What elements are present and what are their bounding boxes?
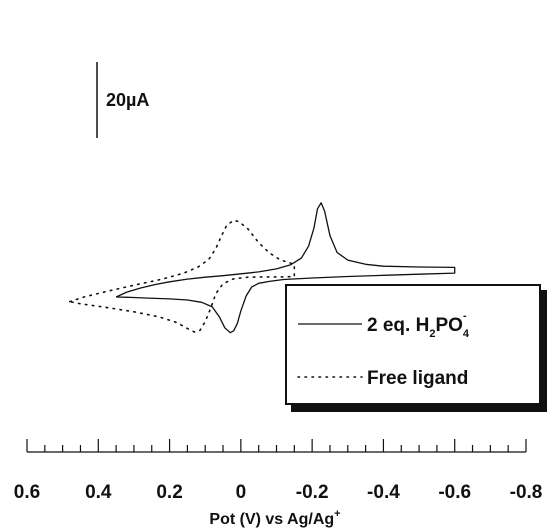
legend: 2 eq. H2PO4 - Free ligand — [285, 284, 547, 412]
x-axis-title-superscript: + — [334, 508, 340, 520]
legend-label-subscript-4: 4 — [463, 328, 470, 340]
legend-label-series-1: 2 eq. H2PO4 - — [367, 310, 470, 340]
x-axis-title: Pot (V) vs Ag/Ag+ — [209, 508, 340, 528]
legend-label-superscript-minus: - — [463, 310, 467, 322]
x-tick-label: -0.2 — [296, 482, 329, 503]
legend-label-series-2: Free ligand — [367, 368, 468, 389]
x-tick-label: -0.4 — [367, 482, 400, 503]
x-tick-label: -0.6 — [438, 482, 471, 503]
series-line-1 — [115, 202, 456, 334]
x-tick-label: 0.4 — [85, 482, 112, 503]
scale-bar-label: 20µA — [106, 90, 149, 110]
x-axis: 0.6 0.4 0.2 0 -0.2 -0.4 -0.6 -0.8 — [14, 439, 543, 503]
legend-label-part-po: PO — [435, 315, 462, 336]
x-axis-title-main: Pot (V) vs Ag/Ag — [209, 511, 334, 528]
legend-label-subscript-2: 2 — [429, 328, 435, 340]
x-tick-label: 0.6 — [14, 482, 40, 503]
x-tick-label: 0 — [236, 482, 247, 503]
x-tick-label: 0.2 — [156, 482, 182, 503]
series-line-2 — [69, 219, 296, 333]
legend-label-part-1: 2 eq. H — [367, 315, 429, 336]
legend-box — [285, 284, 541, 405]
x-tick-label: -0.8 — [510, 482, 543, 503]
series-layer — [69, 202, 456, 334]
scale-bar: 20µA — [96, 62, 149, 138]
